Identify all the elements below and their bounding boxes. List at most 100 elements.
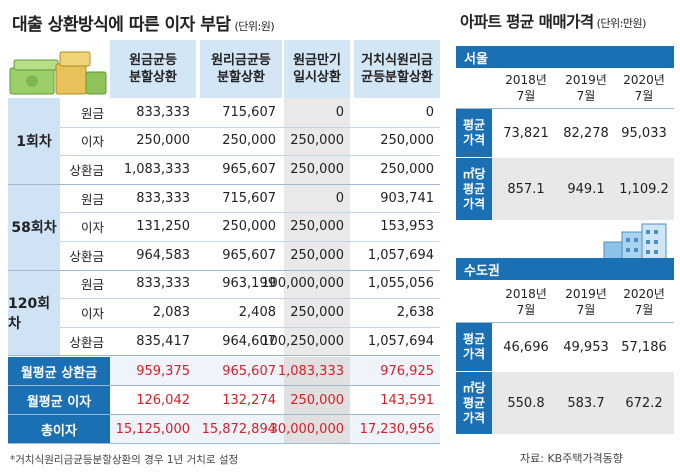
header-col-4: 거치식원리금 균등분할상환 xyxy=(354,40,440,98)
money-stack-icon xyxy=(9,51,107,95)
year-header-seoul-3: 2020년 7월 xyxy=(623,73,665,103)
row-divider xyxy=(60,212,440,214)
row-label: 상환금 xyxy=(69,162,104,178)
region-bar-metro: 수도권 xyxy=(456,258,674,280)
group-label-2: 58회차 xyxy=(8,184,60,270)
seoul-sqm-2020: 1,109.2 xyxy=(619,181,669,197)
row-label: 원금 xyxy=(80,105,104,121)
table-cell: 250,000 xyxy=(380,133,434,149)
table-cell: 964,607 xyxy=(222,333,276,349)
table-cell: 965,607 xyxy=(222,161,276,177)
right-title-text: 아파트 평균 매매가격 xyxy=(460,13,594,31)
summary-label-2: 월평균 이자 xyxy=(8,386,110,414)
row-label: 이자 xyxy=(80,305,104,321)
summary-cell: 126,042 xyxy=(136,392,190,408)
region-bar-seoul: 서울 xyxy=(456,46,674,68)
summary-cell: 250,000 xyxy=(284,386,350,414)
row-label: 상환금 xyxy=(69,334,104,350)
year-header-seoul-1: 2018년 7월 xyxy=(505,73,547,103)
metro-sqm-2018: 550.8 xyxy=(507,395,545,411)
table-cell: 1,083,333 xyxy=(123,161,190,177)
table-cell: 100,000,000 xyxy=(261,276,344,292)
table-cell: 715,607 xyxy=(222,104,276,120)
seoul-avg-2020: 95,033 xyxy=(621,125,667,141)
row-label: 이자 xyxy=(80,220,104,236)
row-label: 원금 xyxy=(80,191,104,207)
row-divider xyxy=(8,183,440,185)
table-cell: 250,000 xyxy=(290,133,344,149)
header-col-3: 원금만기 일시상환 xyxy=(284,40,350,98)
table-cell: 250,000 xyxy=(222,133,276,149)
row-divider xyxy=(8,269,440,271)
summary-cell: 30,000,000 xyxy=(270,415,350,443)
left-title-text: 대출 상환방식에 따른 이자 부담 xyxy=(12,15,231,35)
row-divider xyxy=(60,126,440,128)
seoul-sqm-2019: 949.1 xyxy=(567,181,605,197)
table-cell: 1,057,694 xyxy=(367,333,434,349)
table-cell: 250,000 xyxy=(290,304,344,320)
row-divider xyxy=(60,298,440,300)
left-title: 대출 상환방식에 따른 이자 부담 (단위:원) xyxy=(12,10,275,35)
metro-sqm-2020: 672.2 xyxy=(625,395,663,411)
metro-sqm-2019: 583.7 xyxy=(567,395,605,411)
row-divider xyxy=(60,155,440,157)
table-cell: 963,199 xyxy=(222,276,276,292)
summary-cell: 132,274 xyxy=(222,392,276,408)
group-label-1: 1회차 xyxy=(8,98,60,184)
seoul-avg-2019: 82,278 xyxy=(563,125,609,141)
summary-divider xyxy=(8,443,440,444)
summary-cell: 965,607 xyxy=(222,363,276,379)
footnote: *거치식원리금균등분할상환의 경우 1년 거치로 설정 xyxy=(10,454,239,466)
summary-cell: 976,925 xyxy=(380,363,434,379)
table-cell: 965,607 xyxy=(222,247,276,263)
seoul-avg-label: 평균 가격 xyxy=(456,109,492,157)
table-cell: 2,638 xyxy=(396,304,434,320)
summary-label-1: 월평균 상환금 xyxy=(8,357,110,385)
header-col-1: 원금균등 분할상환 xyxy=(110,40,196,98)
row-label: 원금 xyxy=(80,277,104,293)
metro-avg-2019: 49,953 xyxy=(563,339,609,355)
row-divider xyxy=(8,355,440,357)
metro-sqm-label: ㎡당 평균 가격 xyxy=(456,372,492,434)
table-cell: 715,607 xyxy=(222,190,276,206)
summary-cell: 15,125,000 xyxy=(115,421,190,437)
metro-avg-2018: 46,696 xyxy=(503,339,549,355)
table-cell: 0 xyxy=(335,104,344,120)
table-cell: 1,055,056 xyxy=(367,276,434,292)
source-note: 자료: KB주택가격동향 xyxy=(520,452,623,465)
summary-cell: 15,872,894 xyxy=(201,421,276,437)
metro-avg-label: 평균 가격 xyxy=(456,323,492,371)
table-cell: 0 xyxy=(335,190,344,206)
table-cell: 250,000 xyxy=(380,161,434,177)
year-header-metro-2: 2019년 7월 xyxy=(565,287,607,317)
summary-row-band xyxy=(110,386,440,414)
table-cell: 833,333 xyxy=(136,276,190,292)
summary-cell: 959,375 xyxy=(136,363,190,379)
summary-divider xyxy=(8,385,440,386)
table-cell: 250,000 xyxy=(136,133,190,149)
year-header-metro-1: 2018년 7월 xyxy=(505,287,547,317)
row-label: 상환금 xyxy=(69,248,104,264)
seoul-avg-2018: 73,821 xyxy=(503,125,549,141)
seoul-sqm-label: ㎡당 평균 가격 xyxy=(456,158,492,220)
summary-row-band xyxy=(110,357,440,385)
row-divider xyxy=(60,326,440,328)
year-header-seoul-2: 2019년 7월 xyxy=(565,73,607,103)
table-cell: 250,000 xyxy=(290,219,344,235)
summary-cell: 17,230,956 xyxy=(359,421,434,437)
row-label: 이자 xyxy=(80,134,104,150)
summary-row-band xyxy=(110,415,440,443)
summary-divider xyxy=(8,414,440,415)
table-cell: 1,057,694 xyxy=(367,247,434,263)
table-cell: 100,250,000 xyxy=(261,333,344,349)
header-col-2: 원리금균등 분할상환 xyxy=(200,40,282,98)
left-unit: (단위:원) xyxy=(234,20,275,33)
summary-label-3: 총이자 xyxy=(8,415,110,443)
summary-cell: 143,591 xyxy=(380,392,434,408)
table-cell: 833,333 xyxy=(136,104,190,120)
table-cell: 250,000 xyxy=(222,219,276,235)
row-divider xyxy=(60,241,440,242)
table-cell: 153,953 xyxy=(380,219,434,235)
year-header-metro-3: 2020년 7월 xyxy=(623,287,665,317)
group-label-3: 120회차 xyxy=(8,270,60,356)
